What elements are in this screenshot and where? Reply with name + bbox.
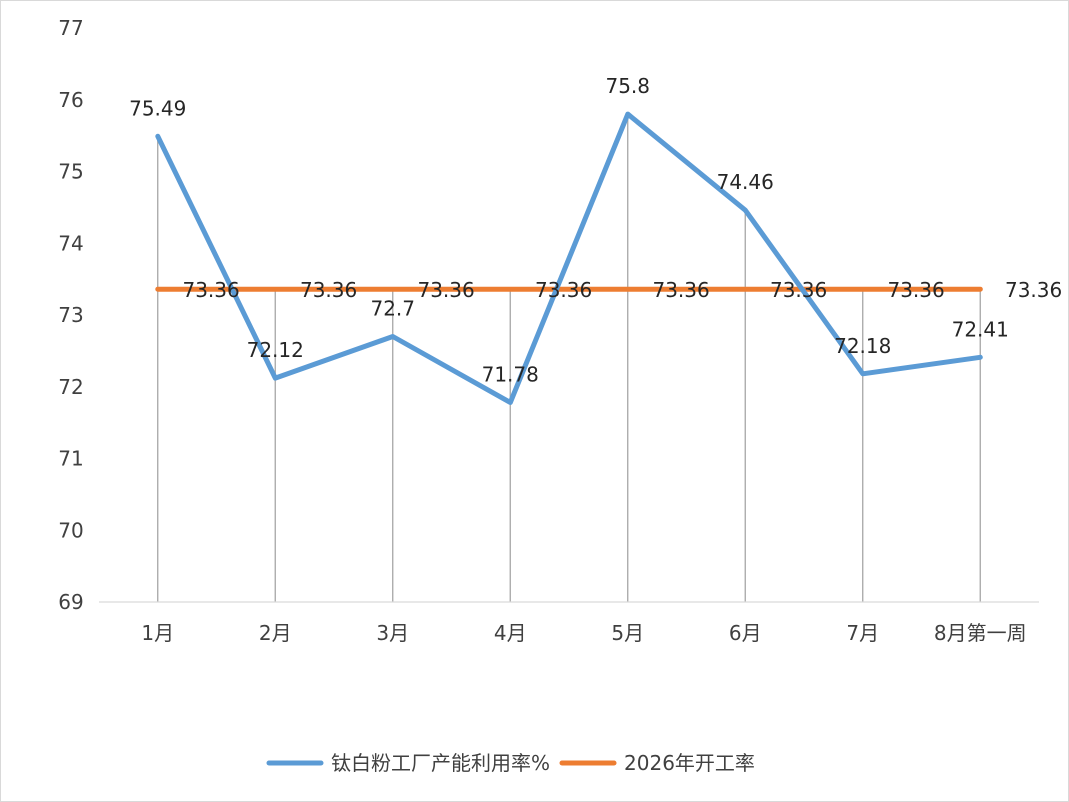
y-tick-label: 72 — [58, 375, 83, 399]
operating-rate-data-label: 73.36 — [182, 278, 239, 302]
x-axis-ticks: 1月 2月 3月 4月 5月 6月 7月 8月第一周 — [141, 621, 1026, 645]
x-tick-label: 2月 — [259, 621, 292, 645]
legend-entry: 2026年开工率 — [559, 751, 755, 775]
y-tick-label: 75 — [58, 160, 83, 184]
data-labels: 75.49 72.12 72.7 71.78 75.8 74.46 72.18 72.41 73… — [129, 74, 1062, 386]
y-tick-label: 73 — [58, 303, 83, 327]
y-tick-label: 71 — [58, 447, 83, 471]
utilization-data-label: 75.49 — [129, 96, 186, 120]
series-lines — [155, 111, 983, 405]
utilization-series-line — [155, 111, 983, 405]
x-tick-label: 4月 — [494, 621, 527, 645]
legend: 钛白粉工厂产能利用率% 2026年开工率 — [266, 751, 755, 775]
y-tick-label: 74 — [58, 231, 83, 255]
operating-rate-data-label: 73.36 — [770, 278, 827, 302]
y-tick-label: 76 — [58, 88, 83, 112]
utilization-data-label: 75.8 — [605, 74, 650, 98]
utilization-data-label: 72.12 — [247, 338, 304, 362]
y-tick-label: 69 — [58, 590, 83, 614]
drop-lines — [157, 114, 981, 602]
utilization-data-label: 72.41 — [952, 317, 1009, 341]
operating-rate-data-label: 73.36 — [417, 278, 474, 302]
operating-rate-data-label: 73.36 — [1005, 278, 1062, 302]
y-axis-ticks: 69 70 71 72 73 74 75 76 77 — [58, 16, 83, 614]
x-tick-label: 7月 — [846, 621, 879, 645]
x-tick-label: 6月 — [729, 621, 762, 645]
operating-rate-data-label: 73.36 — [652, 278, 709, 302]
utilization-data-label: 71.78 — [482, 363, 539, 387]
legend-label: 钛白粉工厂产能利用率% — [331, 751, 550, 775]
operating-rate-data-label: 73.36 — [887, 278, 944, 302]
legend-label: 2026年开工率 — [624, 751, 755, 775]
y-tick-label: 70 — [58, 518, 83, 542]
utilization-data-label: 74.46 — [717, 170, 774, 194]
x-tick-label: 3月 — [376, 621, 409, 645]
x-tick-label: 1月 — [141, 621, 174, 645]
y-tick-label: 77 — [58, 16, 83, 40]
utilization-data-label: 72.18 — [834, 334, 891, 358]
x-tick-label: 5月 — [611, 621, 644, 645]
legend-entry: 钛白粉工厂产能利用率% — [266, 751, 550, 775]
operating-rate-data-label: 73.36 — [300, 278, 357, 302]
x-tick-label: 8月第一周 — [934, 621, 1027, 645]
operating-rate-data-label: 73.36 — [535, 278, 592, 302]
utilization-data-label: 72.7 — [370, 297, 415, 321]
